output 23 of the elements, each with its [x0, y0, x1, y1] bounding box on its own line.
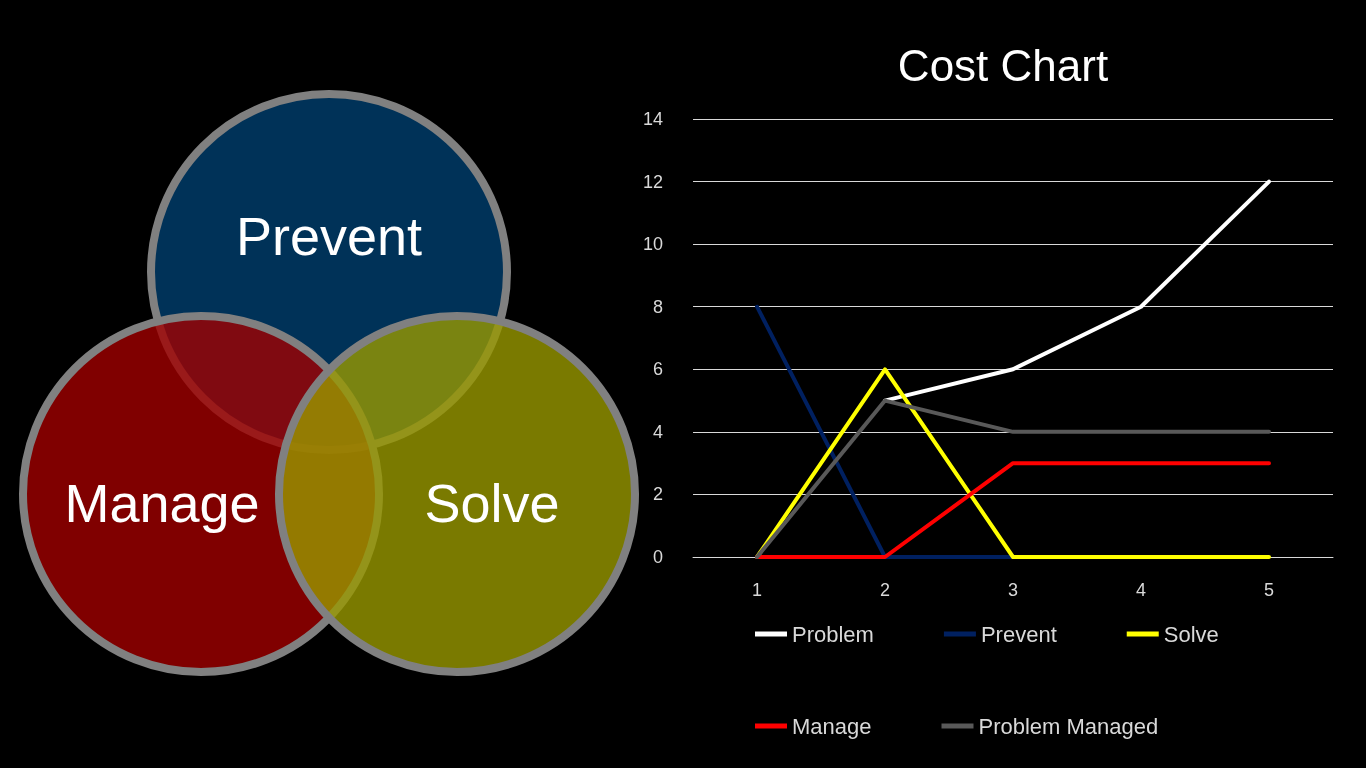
y-tick-label: 12: [642, 171, 664, 192]
x-tick-label: 2: [880, 580, 891, 600]
legend-label: Problem: [792, 621, 874, 647]
y-tick-label: 2: [653, 484, 664, 505]
y-tick-label: 6: [653, 359, 664, 380]
x-tick-label: 5: [1263, 580, 1275, 600]
chart-title: Cost Chart: [897, 40, 1109, 90]
y-tick-label: 0: [653, 547, 664, 567]
x-tick-label: 1: [752, 580, 763, 600]
legend-label: Solve: [1163, 621, 1219, 647]
line-series: [883, 179, 1271, 403]
text: Manage: [64, 473, 260, 533]
y-tick-label: 14: [642, 109, 664, 129]
legend-label: Manage: [792, 713, 872, 739]
x-tick-label: 3: [1008, 580, 1019, 600]
y-tick-label: 8: [653, 296, 664, 317]
legend-label: Prevent: [980, 621, 1057, 647]
x-tick-label: 4: [1136, 580, 1147, 600]
y-tick-label: 10: [642, 234, 664, 255]
legend-label: Problem Managed: [978, 713, 1159, 739]
text: Prevent: [235, 206, 423, 266]
y-tick-label: 4: [653, 421, 664, 442]
text: Solve: [424, 473, 560, 533]
